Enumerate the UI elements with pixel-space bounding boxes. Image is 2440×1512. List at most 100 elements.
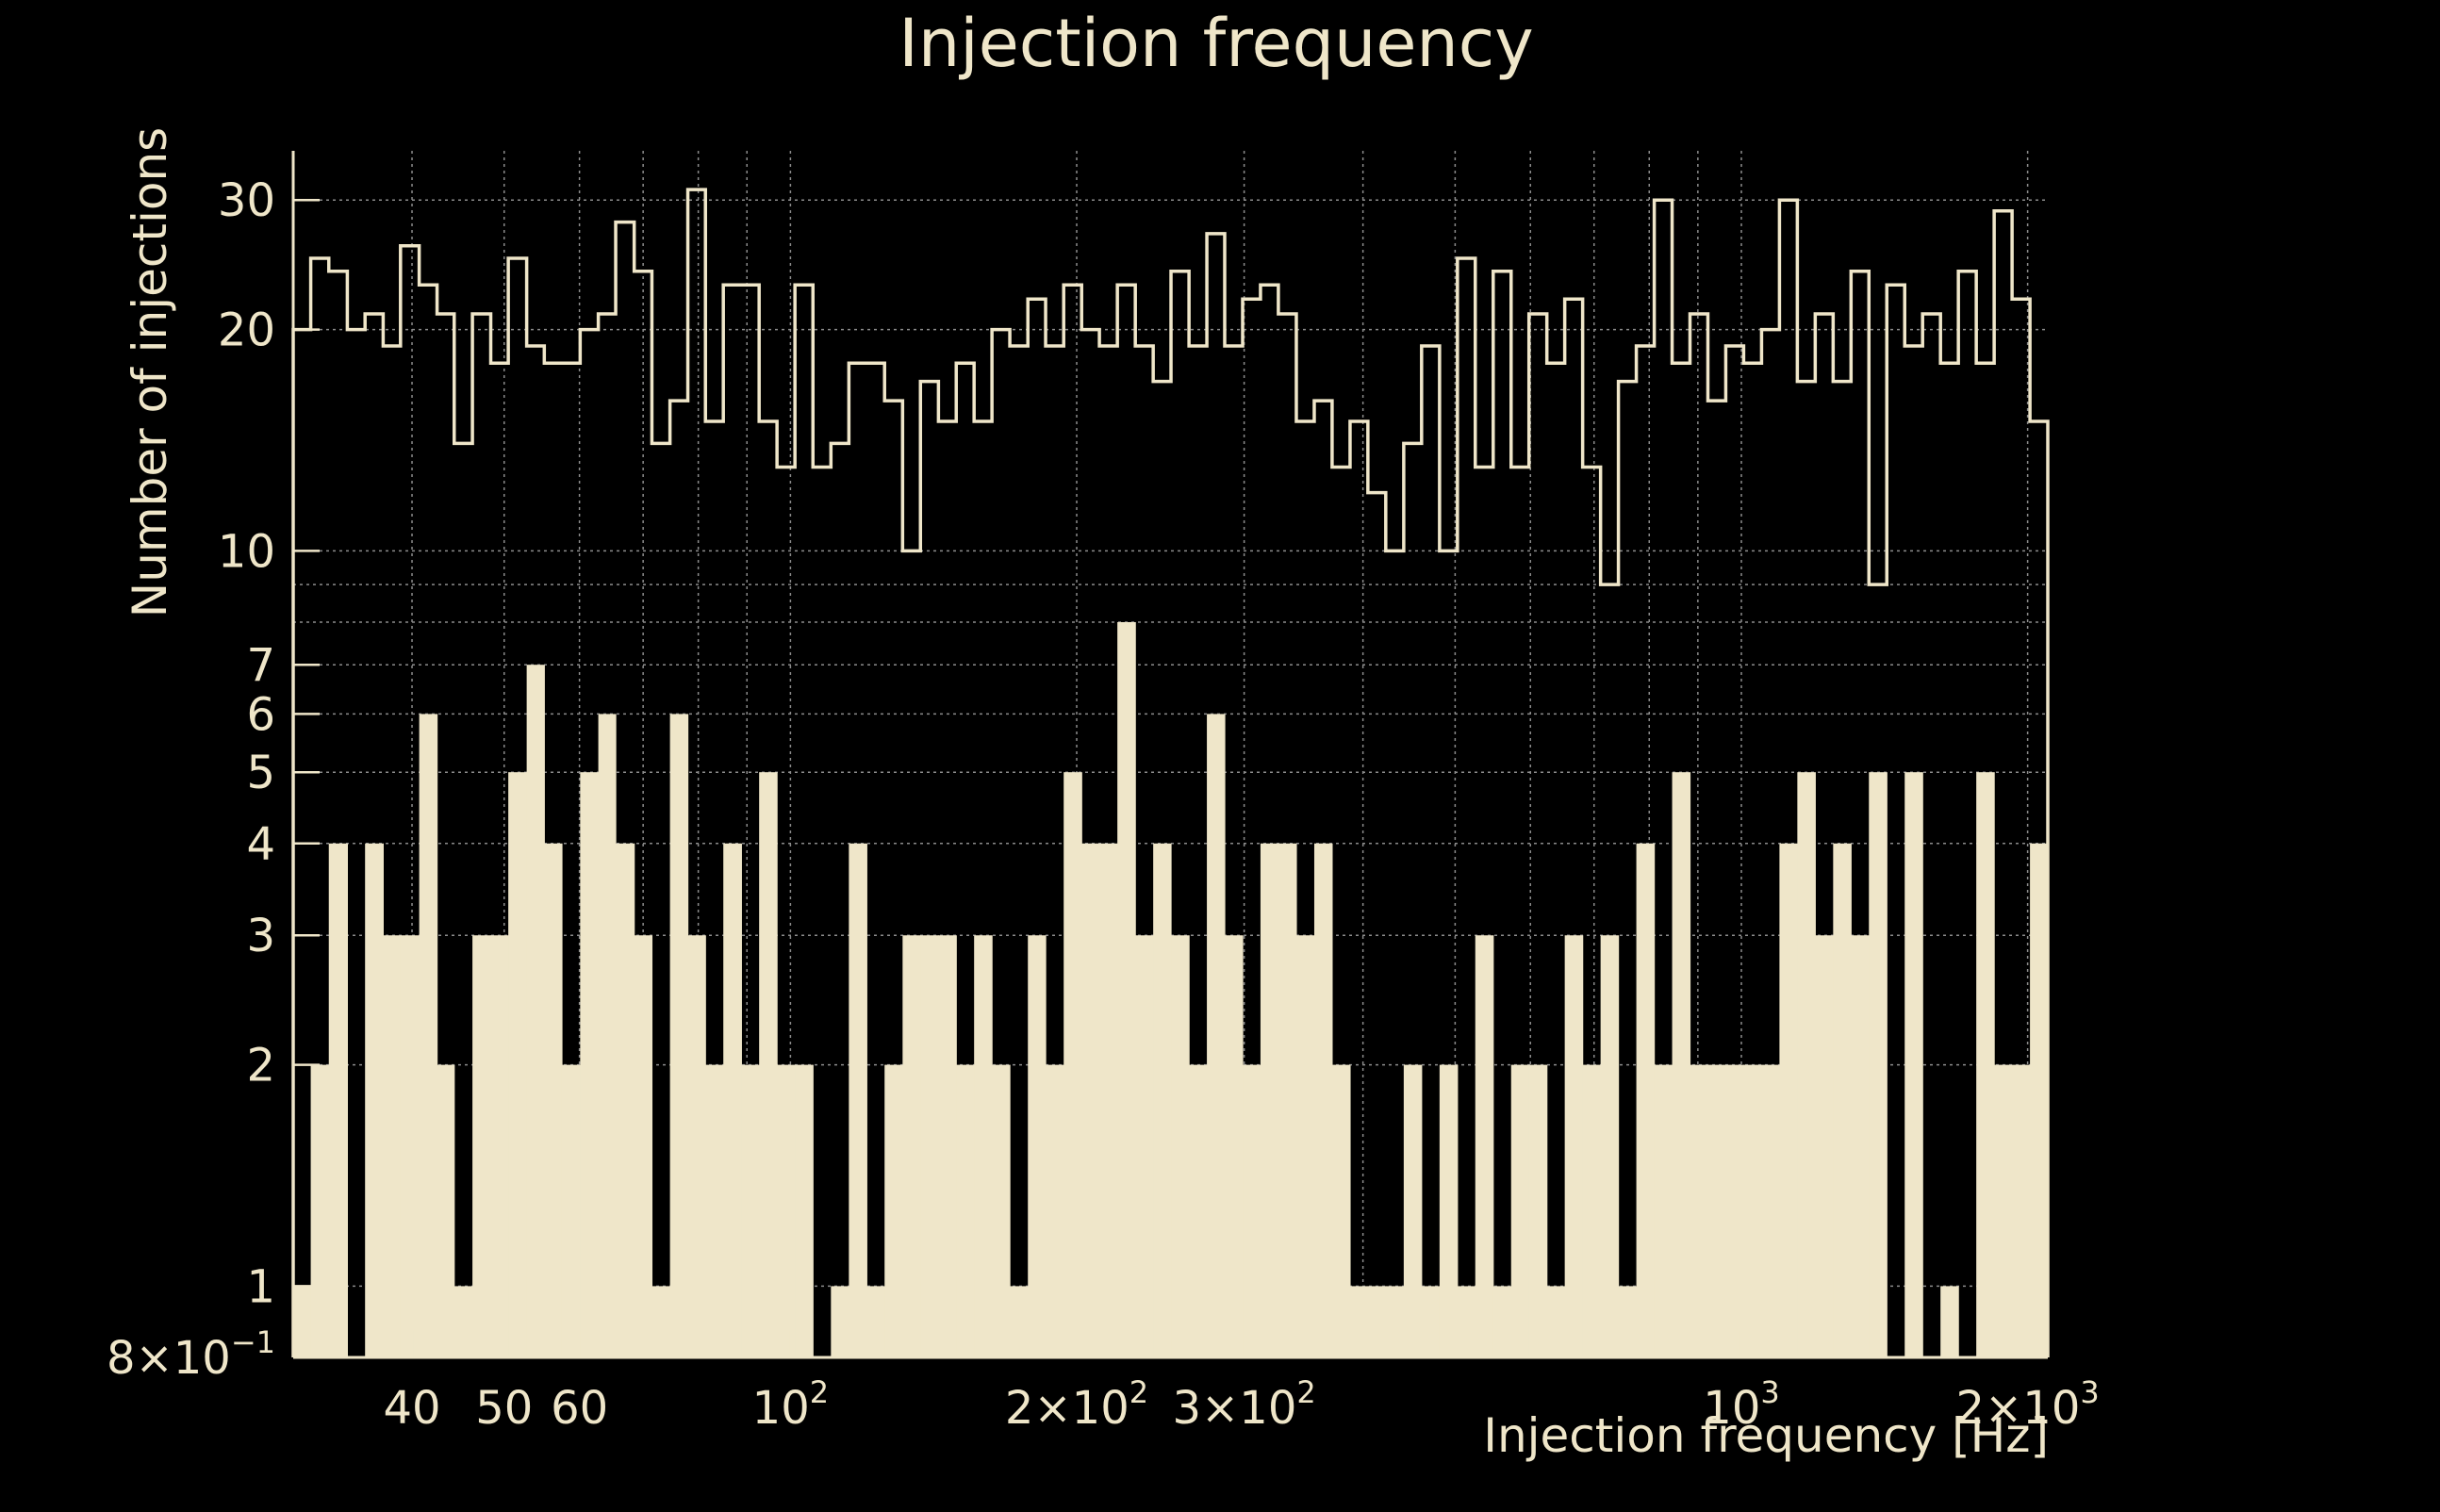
histogram-bar	[1385, 1286, 1405, 1357]
histogram-bar	[1224, 935, 1244, 1357]
histogram-bar	[400, 935, 420, 1357]
y-tick-label: 6	[246, 688, 275, 741]
x-tick-labels: 40 50 60 102 2×102 3×102 103 2×103	[383, 1374, 2099, 1435]
x-tick-label: 40	[383, 1382, 440, 1435]
x-tick-label: 102	[752, 1374, 829, 1435]
x-tick-label: 2×102	[1005, 1374, 1148, 1435]
chart-title: Injection frequency	[899, 5, 1533, 82]
histogram-bar	[777, 1064, 796, 1357]
histogram-bar	[1546, 1286, 1566, 1357]
histogram-bar	[1135, 935, 1154, 1357]
histogram-bar	[419, 714, 438, 1357]
histogram-bar	[561, 1064, 581, 1357]
histogram-bar	[634, 935, 653, 1357]
histogram-bar	[383, 935, 402, 1357]
histogram-bar	[1815, 935, 1834, 1357]
histogram-bar	[902, 935, 921, 1357]
histogram-bar	[1439, 1064, 1459, 1357]
histogram-bar	[705, 1064, 724, 1357]
histogram-bar	[2012, 1064, 2031, 1357]
histogram-bar	[1010, 1286, 1029, 1357]
y-tick-labels: 8×10−1 1 2 3 4 5 67 10 20 30	[107, 174, 275, 1385]
histogram-bar	[1081, 843, 1100, 1357]
histogram-bar	[598, 714, 617, 1357]
histogram-bar	[1869, 772, 1888, 1357]
histogram-bars	[293, 621, 2049, 1357]
histogram-bar	[1797, 772, 1816, 1357]
y-tick-label: 1	[246, 1260, 275, 1313]
histogram-bar	[1672, 772, 1691, 1357]
histogram-bar	[1403, 1064, 1423, 1357]
histogram-bar	[884, 1064, 903, 1357]
step-outline-series	[291, 188, 2050, 1357]
histogram-bar	[526, 665, 545, 1357]
histogram-bar	[1099, 843, 1118, 1357]
y-tick-label: 5	[246, 747, 275, 799]
histogram-bar	[1457, 1286, 1476, 1357]
histogram-bar	[849, 843, 867, 1357]
histogram-bar	[453, 1286, 473, 1357]
histogram-bar	[1207, 714, 1226, 1357]
histogram-bar	[1492, 1286, 1512, 1357]
histogram-bar	[1600, 935, 1620, 1357]
y-tick-label: 3	[246, 910, 275, 962]
histogram-bar	[1046, 1064, 1064, 1357]
histogram-bar	[1761, 1064, 1780, 1357]
histogram-bar	[1654, 1064, 1673, 1357]
histogram-bar	[1331, 1064, 1351, 1357]
histogram-bar	[866, 1286, 885, 1357]
histogram-bar	[1313, 843, 1333, 1357]
histogram-bar	[490, 935, 509, 1357]
histogram-bar	[1171, 935, 1190, 1357]
histogram-bar	[1421, 1286, 1441, 1357]
histogram-bar	[580, 772, 600, 1357]
histogram-bar	[1349, 1286, 1369, 1357]
histogram-bar	[1063, 772, 1082, 1357]
histogram-bar	[616, 843, 635, 1357]
histogram-bar	[651, 1286, 671, 1357]
histogram-bar	[992, 1064, 1011, 1357]
histogram-bar	[1510, 1064, 1530, 1357]
y-tick-label: 2	[246, 1040, 275, 1093]
histogram-bar	[310, 1064, 330, 1357]
histogram-bar	[508, 772, 528, 1357]
y-tick-label: 4	[246, 818, 275, 871]
histogram-bar	[328, 843, 348, 1357]
x-tick-label: 3×102	[1173, 1374, 1316, 1435]
histogram-bar	[437, 1064, 455, 1357]
histogram-bar	[1690, 1064, 1709, 1357]
histogram-bar	[1833, 843, 1852, 1357]
y-tick-label: 8×10−1	[107, 1324, 275, 1385]
histogram-bar	[1994, 1064, 2013, 1357]
histogram-bar	[1779, 843, 1798, 1357]
histogram-bar	[1367, 1286, 1387, 1357]
x-tick-label: 103	[1703, 1374, 1779, 1435]
y-axis-label: Number of injections	[123, 127, 177, 617]
histogram-bar	[1117, 621, 1136, 1357]
histogram-bar	[2030, 843, 2049, 1357]
histogram-bar	[1153, 843, 1172, 1357]
histogram-bar	[1260, 843, 1279, 1357]
histogram-bar	[1904, 772, 1923, 1357]
y-tick-label: 20	[218, 304, 275, 357]
histogram-bar	[1851, 935, 1870, 1357]
histogram-bar	[1278, 843, 1297, 1357]
histogram-bar	[1295, 935, 1315, 1357]
histogram-bar	[974, 935, 993, 1357]
histogram-bar	[1636, 843, 1656, 1357]
histogram-bar	[1940, 1286, 1959, 1357]
x-axis-label: Injection frequency [Hz]	[1483, 1408, 2049, 1463]
histogram-bar	[365, 843, 385, 1357]
histogram-bar	[938, 935, 957, 1357]
histogram-bar	[687, 935, 706, 1357]
histogram-bar	[293, 1286, 312, 1357]
histogram-bar	[1475, 935, 1494, 1357]
histogram-bar	[1028, 935, 1047, 1357]
histogram-bar	[1189, 1064, 1208, 1357]
histogram-bar	[1725, 1064, 1745, 1357]
histogram-bar	[956, 1064, 975, 1357]
histogram-bar	[1618, 1286, 1638, 1357]
histogram-bar	[920, 935, 939, 1357]
y-tick-label: 30	[218, 174, 275, 227]
